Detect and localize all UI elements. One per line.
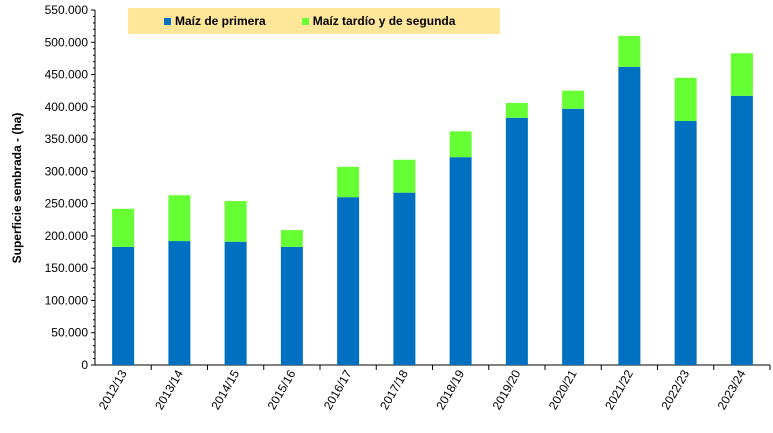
bar-primera [618, 66, 641, 366]
bar-segunda [562, 90, 585, 109]
bar-primera [224, 241, 247, 365]
y-tick-label: 100.000 [45, 293, 89, 307]
x-tick-label: 2015/16 [265, 367, 299, 412]
y-tick-label: 500.000 [45, 35, 89, 49]
legend-swatch-primera [164, 17, 171, 25]
bar-primera [562, 108, 585, 365]
y-tick-label: 50.000 [51, 326, 88, 340]
bar-segunda [618, 35, 641, 67]
y-tick-label: 0 [81, 358, 88, 372]
bar-segunda [393, 159, 416, 193]
bar-segunda [505, 102, 528, 118]
legend-item-segunda: Maíz tardío y de segunda [301, 14, 456, 28]
bar-segunda [449, 131, 472, 158]
y-tick-label: 200.000 [45, 229, 89, 243]
legend-label-primera: Maíz de primera [175, 14, 266, 28]
x-tick-label: 2019/20 [490, 367, 524, 412]
bar-primera [280, 246, 303, 365]
bar-primera [337, 197, 360, 365]
bar-segunda [112, 208, 135, 247]
y-tick-label: 550.000 [45, 3, 89, 17]
y-tick-label: 250.000 [45, 197, 89, 211]
bar-segunda [168, 195, 191, 242]
y-tick-label: 450.000 [45, 68, 89, 82]
y-tick-label: 350.000 [45, 132, 89, 146]
legend-swatch-segunda [301, 17, 309, 25]
bar-segunda [224, 201, 247, 242]
bar-segunda [337, 166, 360, 198]
x-tick-label: 2023/24 [715, 367, 749, 412]
x-tick-label: 2021/22 [602, 367, 636, 412]
x-tick-label: 2017/18 [377, 367, 411, 412]
x-tick-label: 2013/14 [152, 367, 186, 412]
x-tick-label: 2020/21 [546, 367, 580, 412]
legend: Maíz de primera Maíz tardío y de segunda [128, 8, 500, 34]
y-tick-label: 300.000 [45, 164, 89, 178]
bar-primera [449, 157, 472, 365]
x-tick-label: 2018/19 [433, 367, 467, 412]
bar-segunda [674, 77, 697, 122]
x-tick-label: 2012/13 [96, 367, 130, 412]
bar-primera [393, 192, 416, 365]
bar-primera [505, 117, 528, 365]
y-axis-label: Superficie sembrada - (ha) [10, 113, 24, 264]
bar-primera [674, 121, 697, 365]
bar-segunda [730, 53, 753, 96]
bar-segunda [280, 230, 303, 247]
bar-primera [730, 95, 753, 365]
bar-primera [112, 246, 135, 365]
legend-label-segunda: Maíz tardío y de segunda [312, 14, 456, 28]
x-tick-label: 2016/17 [321, 367, 355, 412]
x-tick-label: 2022/23 [658, 367, 692, 412]
x-tick-label: 2014/15 [208, 367, 242, 412]
y-tick-label: 150.000 [45, 261, 89, 275]
legend-item-primera: Maíz de primera [164, 14, 266, 28]
y-tick-label: 400.000 [45, 100, 89, 114]
bar-primera [168, 241, 191, 365]
